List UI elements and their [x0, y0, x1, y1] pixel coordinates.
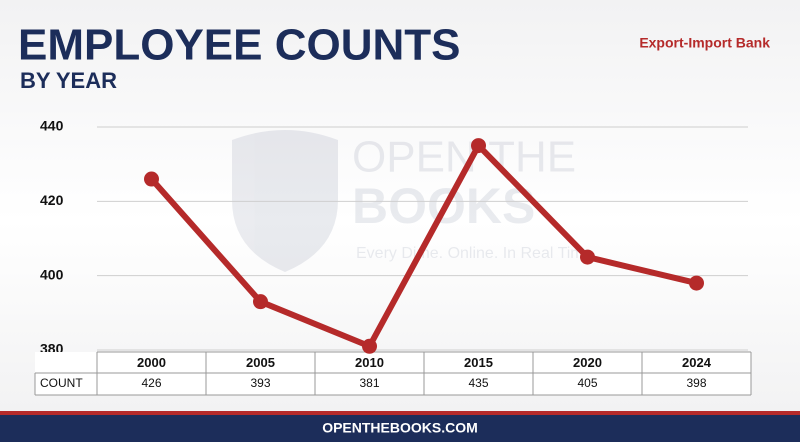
point — [580, 249, 595, 265]
footer-stripe — [0, 411, 800, 415]
table-value: 435 — [468, 376, 488, 390]
table-value: 381 — [359, 376, 379, 390]
footer-bar — [0, 415, 800, 442]
point — [253, 294, 268, 310]
watermark-tagline: Every Dime. Online. In Real Time. — [356, 245, 597, 262]
line — [149, 142, 698, 350]
y-tick-label: 440 — [40, 118, 64, 134]
source-label: Export-Import Bank — [639, 35, 770, 51]
y-tick-label: 420 — [40, 192, 64, 208]
x-tick-label: 2024 — [682, 355, 712, 370]
point — [471, 138, 486, 154]
table-value: 405 — [577, 376, 597, 390]
point — [144, 171, 159, 187]
point — [362, 338, 377, 354]
chart-title: EMPLOYEE COUNTS — [18, 21, 461, 70]
footer-text: OPENTHEBOOKS.COM — [322, 420, 478, 436]
y-tick-label: 400 — [40, 266, 64, 282]
table-value: 393 — [250, 376, 270, 390]
x-tick-label: 2010 — [355, 355, 384, 370]
x-tick-label: 2020 — [573, 355, 602, 370]
x-tick-label: 2000 — [137, 355, 166, 370]
table-value: 398 — [686, 376, 706, 390]
chart-subtitle: BY YEAR — [20, 68, 117, 93]
point — [689, 275, 704, 291]
x-tick-label: 2015 — [464, 355, 493, 370]
x-tick-label: 2005 — [246, 355, 275, 370]
table-value: 426 — [141, 376, 161, 390]
legend-label: COUNT — [40, 376, 83, 390]
